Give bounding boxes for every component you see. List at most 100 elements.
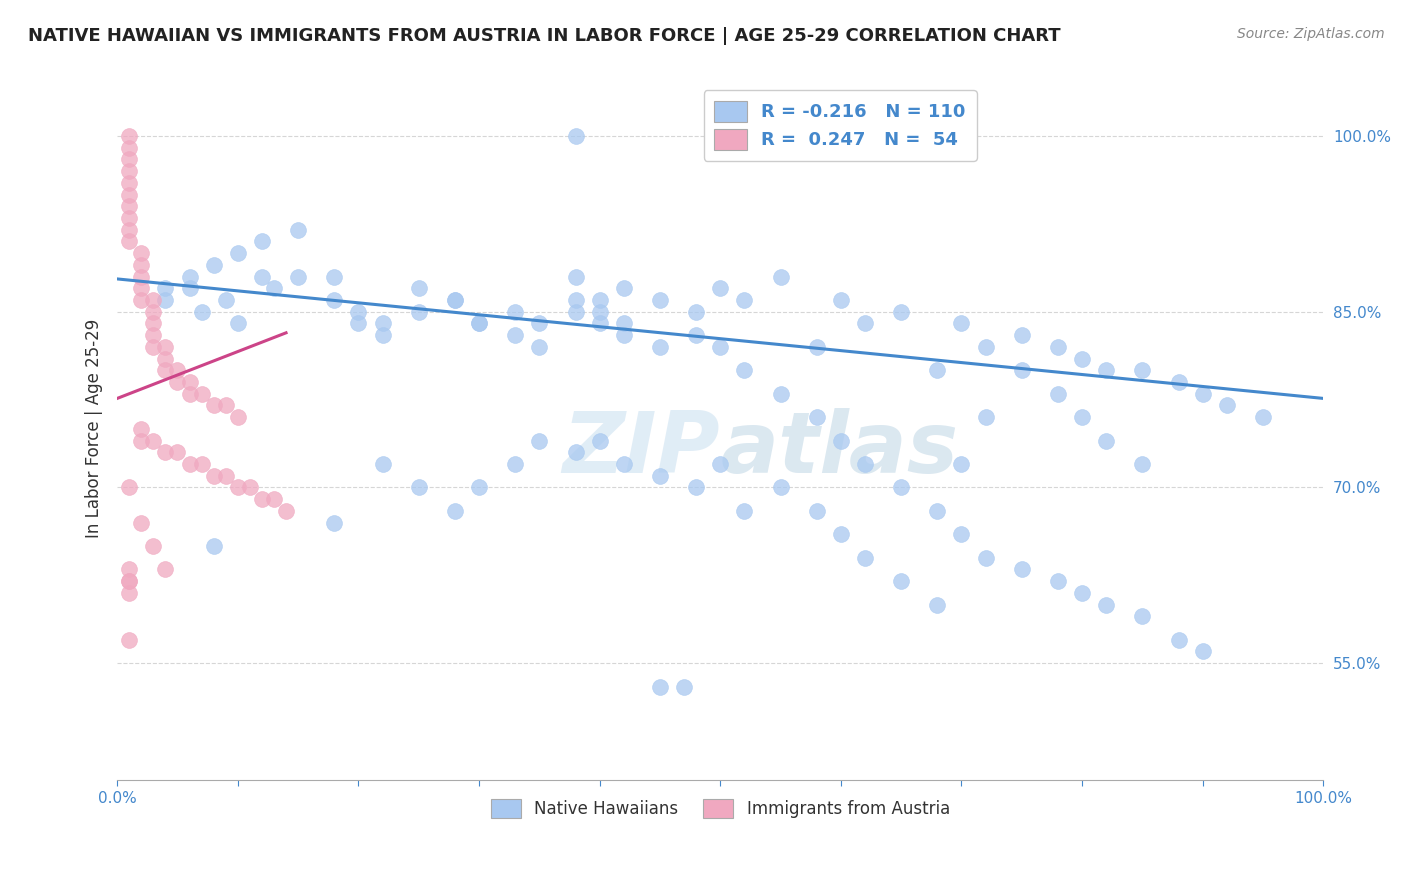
Point bbox=[118, 199, 141, 213]
Point bbox=[709, 457, 731, 471]
Point bbox=[613, 328, 636, 343]
Y-axis label: In Labor Force | Age 25-29: In Labor Force | Age 25-29 bbox=[86, 319, 103, 539]
Point bbox=[709, 281, 731, 295]
Point bbox=[588, 304, 610, 318]
Point bbox=[131, 516, 153, 530]
Point bbox=[179, 281, 201, 295]
Text: ZIP: ZIP bbox=[562, 409, 720, 491]
Point bbox=[155, 562, 177, 576]
Point bbox=[408, 480, 430, 494]
Point bbox=[131, 269, 153, 284]
Point bbox=[1071, 586, 1094, 600]
Point bbox=[1011, 562, 1033, 576]
Point bbox=[673, 680, 696, 694]
Point bbox=[444, 504, 467, 518]
Point bbox=[215, 468, 238, 483]
Point bbox=[1191, 644, 1213, 658]
Point bbox=[830, 527, 852, 541]
Point bbox=[974, 340, 997, 354]
Point bbox=[890, 480, 912, 494]
Point bbox=[1071, 351, 1094, 366]
Point bbox=[853, 457, 876, 471]
Point bbox=[974, 550, 997, 565]
Point bbox=[1011, 328, 1033, 343]
Point bbox=[226, 410, 249, 425]
Point bbox=[118, 141, 141, 155]
Point bbox=[709, 340, 731, 354]
Point bbox=[118, 176, 141, 190]
Point bbox=[769, 386, 792, 401]
Point bbox=[648, 680, 671, 694]
Point bbox=[371, 317, 394, 331]
Point bbox=[323, 293, 346, 307]
Point bbox=[118, 586, 141, 600]
Point bbox=[239, 480, 262, 494]
Point bbox=[179, 386, 201, 401]
Point bbox=[564, 128, 586, 143]
Point bbox=[202, 539, 225, 553]
Point bbox=[118, 223, 141, 237]
Point bbox=[371, 457, 394, 471]
Point bbox=[444, 293, 467, 307]
Point bbox=[927, 504, 949, 518]
Point bbox=[733, 504, 755, 518]
Point bbox=[118, 187, 141, 202]
Point bbox=[503, 304, 526, 318]
Point bbox=[1167, 375, 1189, 389]
Point bbox=[263, 492, 285, 507]
Point bbox=[613, 281, 636, 295]
Text: NATIVE HAWAIIAN VS IMMIGRANTS FROM AUSTRIA IN LABOR FORCE | AGE 25-29 CORRELATIO: NATIVE HAWAIIAN VS IMMIGRANTS FROM AUSTR… bbox=[28, 27, 1060, 45]
Point bbox=[529, 340, 551, 354]
Point bbox=[733, 293, 755, 307]
Point bbox=[1071, 410, 1094, 425]
Point bbox=[503, 457, 526, 471]
Point bbox=[118, 574, 141, 589]
Point bbox=[263, 281, 285, 295]
Point bbox=[1095, 434, 1118, 448]
Point bbox=[950, 457, 973, 471]
Point bbox=[950, 317, 973, 331]
Point bbox=[131, 422, 153, 436]
Point bbox=[118, 574, 141, 589]
Point bbox=[287, 223, 309, 237]
Point bbox=[806, 410, 828, 425]
Point bbox=[215, 293, 238, 307]
Point bbox=[769, 269, 792, 284]
Point bbox=[142, 434, 165, 448]
Point bbox=[613, 317, 636, 331]
Point bbox=[155, 445, 177, 459]
Point bbox=[444, 293, 467, 307]
Point bbox=[226, 317, 249, 331]
Point bbox=[1046, 574, 1069, 589]
Point bbox=[347, 317, 370, 331]
Point bbox=[118, 235, 141, 249]
Point bbox=[323, 516, 346, 530]
Point bbox=[927, 363, 949, 377]
Point bbox=[806, 340, 828, 354]
Point bbox=[226, 246, 249, 260]
Point bbox=[250, 235, 273, 249]
Point bbox=[142, 293, 165, 307]
Point bbox=[226, 480, 249, 494]
Point bbox=[853, 550, 876, 565]
Point bbox=[564, 445, 586, 459]
Point bbox=[974, 410, 997, 425]
Point bbox=[564, 293, 586, 307]
Point bbox=[1251, 410, 1274, 425]
Point bbox=[564, 269, 586, 284]
Point bbox=[529, 434, 551, 448]
Point bbox=[648, 293, 671, 307]
Point bbox=[131, 246, 153, 260]
Point bbox=[179, 375, 201, 389]
Point bbox=[155, 351, 177, 366]
Point bbox=[202, 258, 225, 272]
Point bbox=[1095, 363, 1118, 377]
Point bbox=[468, 480, 491, 494]
Point bbox=[468, 317, 491, 331]
Point bbox=[274, 504, 297, 518]
Text: Source: ZipAtlas.com: Source: ZipAtlas.com bbox=[1237, 27, 1385, 41]
Point bbox=[1046, 340, 1069, 354]
Point bbox=[588, 434, 610, 448]
Point bbox=[613, 457, 636, 471]
Point bbox=[131, 281, 153, 295]
